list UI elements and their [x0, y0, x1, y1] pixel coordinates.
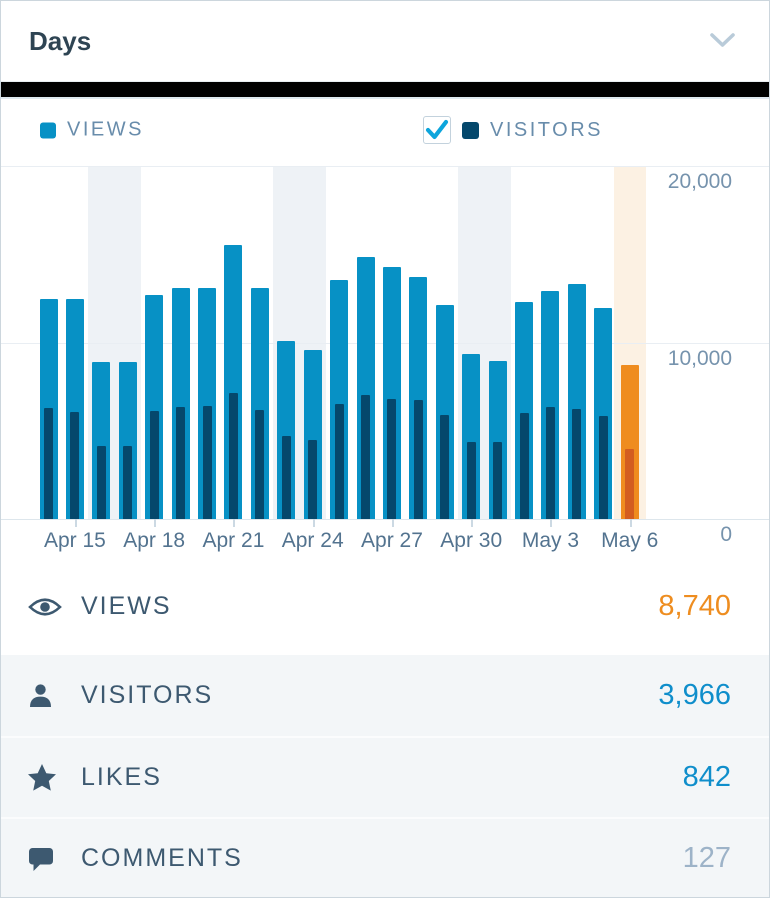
axis-baseline: [1, 519, 769, 520]
visitors-bar[interactable]: [334, 404, 344, 519]
visitors-checkbox[interactable]: [423, 116, 451, 144]
stats-list: VIEWS 8,740 VISITORS 3,966 LIKES 842: [1, 558, 769, 897]
stat-label: LIKES: [81, 763, 162, 791]
visitors-bar[interactable]: [281, 435, 291, 519]
x-axis-label: Apr 21: [202, 529, 265, 552]
stat-label: VIEWS: [81, 592, 172, 620]
chart-legend: VIEWS VISITORS: [1, 99, 769, 161]
visitors-bar[interactable]: [44, 407, 53, 519]
stat-row-likes[interactable]: LIKES 842: [1, 736, 769, 817]
x-tick: [550, 519, 553, 527]
stat-value: 842: [682, 761, 731, 793]
x-axis-label: Apr 18: [123, 529, 186, 552]
x-tick: [391, 519, 394, 527]
visitors-bar[interactable]: [361, 395, 371, 519]
stat-label: VISITORS: [81, 681, 214, 709]
x-tick: [312, 519, 315, 527]
legend-item-views: VIEWS: [40, 119, 144, 142]
comment-icon: [28, 847, 66, 871]
stat-label: COMMENTS: [81, 844, 243, 872]
visitors-bar[interactable]: [202, 406, 212, 519]
visitors-bar[interactable]: [598, 416, 608, 519]
visitors-bar[interactable]: [96, 445, 106, 519]
visitors-bar[interactable]: [440, 415, 450, 519]
divider-bar: [1, 82, 769, 99]
y-axis-label: 20,000: [667, 170, 732, 193]
stat-value: 127: [682, 842, 731, 874]
period-selector[interactable]: Days: [1, 1, 769, 82]
visitors-bar[interactable]: [572, 408, 582, 519]
visitors-bar[interactable]: [70, 412, 80, 519]
period-title: Days: [29, 25, 92, 56]
x-axis-label: May 6: [601, 529, 659, 552]
x-tick: [154, 519, 157, 527]
bar-chart: Apr 15 Apr 18 Apr 21 Apr 24 Apr 27 Apr 30 May …: [1, 161, 769, 558]
visitors-bar[interactable]: [149, 411, 159, 519]
x-axis-label: Apr 27: [361, 529, 423, 552]
x-axis-label: Apr 30: [440, 529, 503, 552]
visitors-bar[interactable]: [466, 441, 476, 519]
x-axis-label: Apr 15: [43, 529, 106, 552]
stat-row-visitors[interactable]: VISITORS 3,966: [1, 655, 769, 736]
star-icon: [28, 764, 66, 791]
visitors-bar[interactable]: [625, 449, 635, 519]
visitors-bar[interactable]: [493, 441, 503, 519]
views-swatch: [40, 122, 56, 138]
x-axis-label: Apr 24: [281, 529, 344, 552]
visitors-bar[interactable]: [519, 412, 529, 519]
visitors-bar[interactable]: [387, 398, 397, 519]
visitors-bar[interactable]: [545, 407, 555, 519]
y-axis-label: 0: [720, 523, 732, 546]
stat-row-comments[interactable]: COMMENTS 127: [1, 817, 769, 897]
x-tick: [471, 519, 474, 527]
visitors-swatch: [462, 121, 479, 139]
x-axis-label: May 3: [521, 529, 580, 552]
visitors-legend-label: VISITORS: [490, 118, 603, 141]
stat-row-views[interactable]: VIEWS 8,740: [1, 558, 769, 655]
legend-item-visitors: VISITORS: [423, 116, 603, 144]
chevron-down-icon[interactable]: [710, 33, 735, 49]
y-axis-label: 10,000: [667, 346, 732, 370]
visitors-bar[interactable]: [413, 399, 423, 519]
visitors-bar[interactable]: [228, 392, 238, 519]
visitors-bar[interactable]: [308, 439, 318, 519]
eye-icon: [28, 596, 66, 618]
visitors-bar[interactable]: [255, 409, 265, 519]
x-tick: [629, 519, 632, 527]
stat-value: 3,966: [658, 679, 731, 711]
x-tick: [233, 519, 236, 527]
visitors-bar[interactable]: [123, 445, 133, 519]
person-icon: [28, 684, 66, 707]
visitors-bar[interactable]: [176, 407, 186, 519]
gridline-20000: [1, 166, 769, 167]
views-legend-label: VIEWS: [67, 118, 144, 141]
stat-value: 8,740: [658, 590, 731, 622]
x-tick: [74, 519, 77, 527]
